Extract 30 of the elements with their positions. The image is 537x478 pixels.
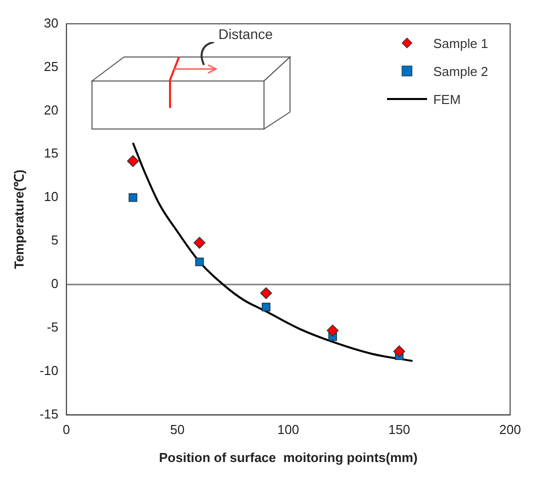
point xyxy=(128,193,138,202)
legend-label: Sample 1 xyxy=(433,36,488,51)
x-tick-label: 200 xyxy=(499,422,522,438)
point xyxy=(127,155,139,167)
point xyxy=(393,345,406,358)
y-tick-label: 30 xyxy=(44,15,58,30)
y-tick-label: -10 xyxy=(40,362,58,378)
legend-label: FEM xyxy=(433,92,461,107)
point xyxy=(195,258,204,266)
y-tick-label: -15 xyxy=(40,406,58,422)
point xyxy=(262,302,270,312)
point xyxy=(326,324,339,336)
y-tick-label: 0 xyxy=(51,276,58,292)
annotation: Distance xyxy=(218,26,273,42)
y-tick-label: 15 xyxy=(44,146,58,161)
y-tick-label: 10 xyxy=(44,189,58,204)
x-tick-label: 100 xyxy=(277,422,300,438)
y-tick-label: 25 xyxy=(44,58,58,74)
y-axis-title: Temperature(℃) xyxy=(11,170,26,270)
line-series xyxy=(132,142,414,362)
y-tick-label: 5 xyxy=(51,232,58,248)
point xyxy=(260,287,272,300)
x-axis-title: Position of surface moitoring points(mm) xyxy=(158,450,418,465)
point xyxy=(194,236,206,249)
x-tick-label: 150 xyxy=(388,422,410,438)
legend-label: Sample 2 xyxy=(433,64,488,79)
y-tick-label: 20 xyxy=(44,102,58,118)
y-tick-label: -5 xyxy=(46,319,58,334)
x-tick-label: 0 xyxy=(62,422,70,438)
x-tick-label: 50 xyxy=(170,422,185,438)
